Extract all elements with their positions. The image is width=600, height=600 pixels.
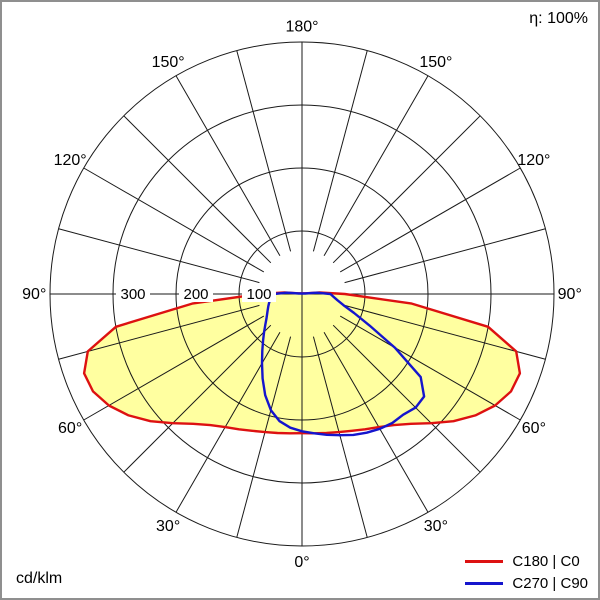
radial-tick-bg	[242, 286, 276, 302]
grid-spoke	[58, 304, 260, 360]
grid-spoke	[312, 50, 368, 252]
angle-label: 60°	[58, 420, 82, 437]
angle-label: 150°	[152, 54, 185, 71]
angle-label: 30°	[156, 518, 180, 535]
angle-label: 180°	[285, 18, 318, 35]
radial-tick-bg	[116, 286, 150, 302]
legend-label-c0-c180: C180 | C0	[512, 553, 580, 570]
legend-item-c0-c180: C180 | C0	[465, 553, 580, 570]
grid-spoke	[123, 324, 272, 473]
legend-line-red	[465, 560, 504, 563]
legend-label-c90-c270: C270 | C90	[512, 575, 588, 592]
angle-label: 90°	[558, 286, 582, 303]
grid-spoke	[83, 315, 265, 421]
grid-spoke	[236, 336, 292, 538]
radial-tick-label: 100	[246, 286, 271, 303]
grid-spoke	[58, 228, 260, 284]
legend-line-blue	[465, 582, 504, 585]
grid-spoke	[83, 167, 265, 273]
grid-spoke	[323, 331, 429, 513]
grid-spoke	[344, 304, 546, 360]
legend-item-c90-c270: C270 | C90	[465, 575, 588, 592]
angle-label: 120°	[54, 152, 87, 169]
grid-spoke	[323, 75, 429, 257]
angle-label: 150°	[419, 54, 452, 71]
grid-spoke	[236, 50, 292, 252]
grid-spoke	[339, 167, 521, 273]
grid-spoke	[175, 75, 281, 257]
radial-tick-label: 200	[183, 286, 208, 303]
angle-label: 60°	[522, 420, 546, 437]
efficiency-label: η: 100%	[529, 10, 588, 27]
angle-label: 0°	[294, 554, 309, 571]
angle-label: 120°	[517, 152, 550, 169]
angle-label: 30°	[424, 518, 448, 535]
units-label: cd/klm	[16, 570, 63, 587]
angle-label: 90°	[22, 286, 46, 303]
series-curve-1	[260, 291, 426, 437]
grid-spoke	[312, 336, 368, 538]
grid-spoke	[123, 115, 272, 264]
grid-spoke	[339, 315, 521, 421]
legend: C180 | C0 C270 | C90	[465, 553, 588, 592]
radial-tick-bg	[179, 286, 213, 302]
grid-spoke	[344, 228, 546, 284]
grid-spoke	[332, 115, 481, 264]
grid-spoke	[332, 324, 481, 473]
radial-tick-label: 300	[120, 286, 145, 303]
